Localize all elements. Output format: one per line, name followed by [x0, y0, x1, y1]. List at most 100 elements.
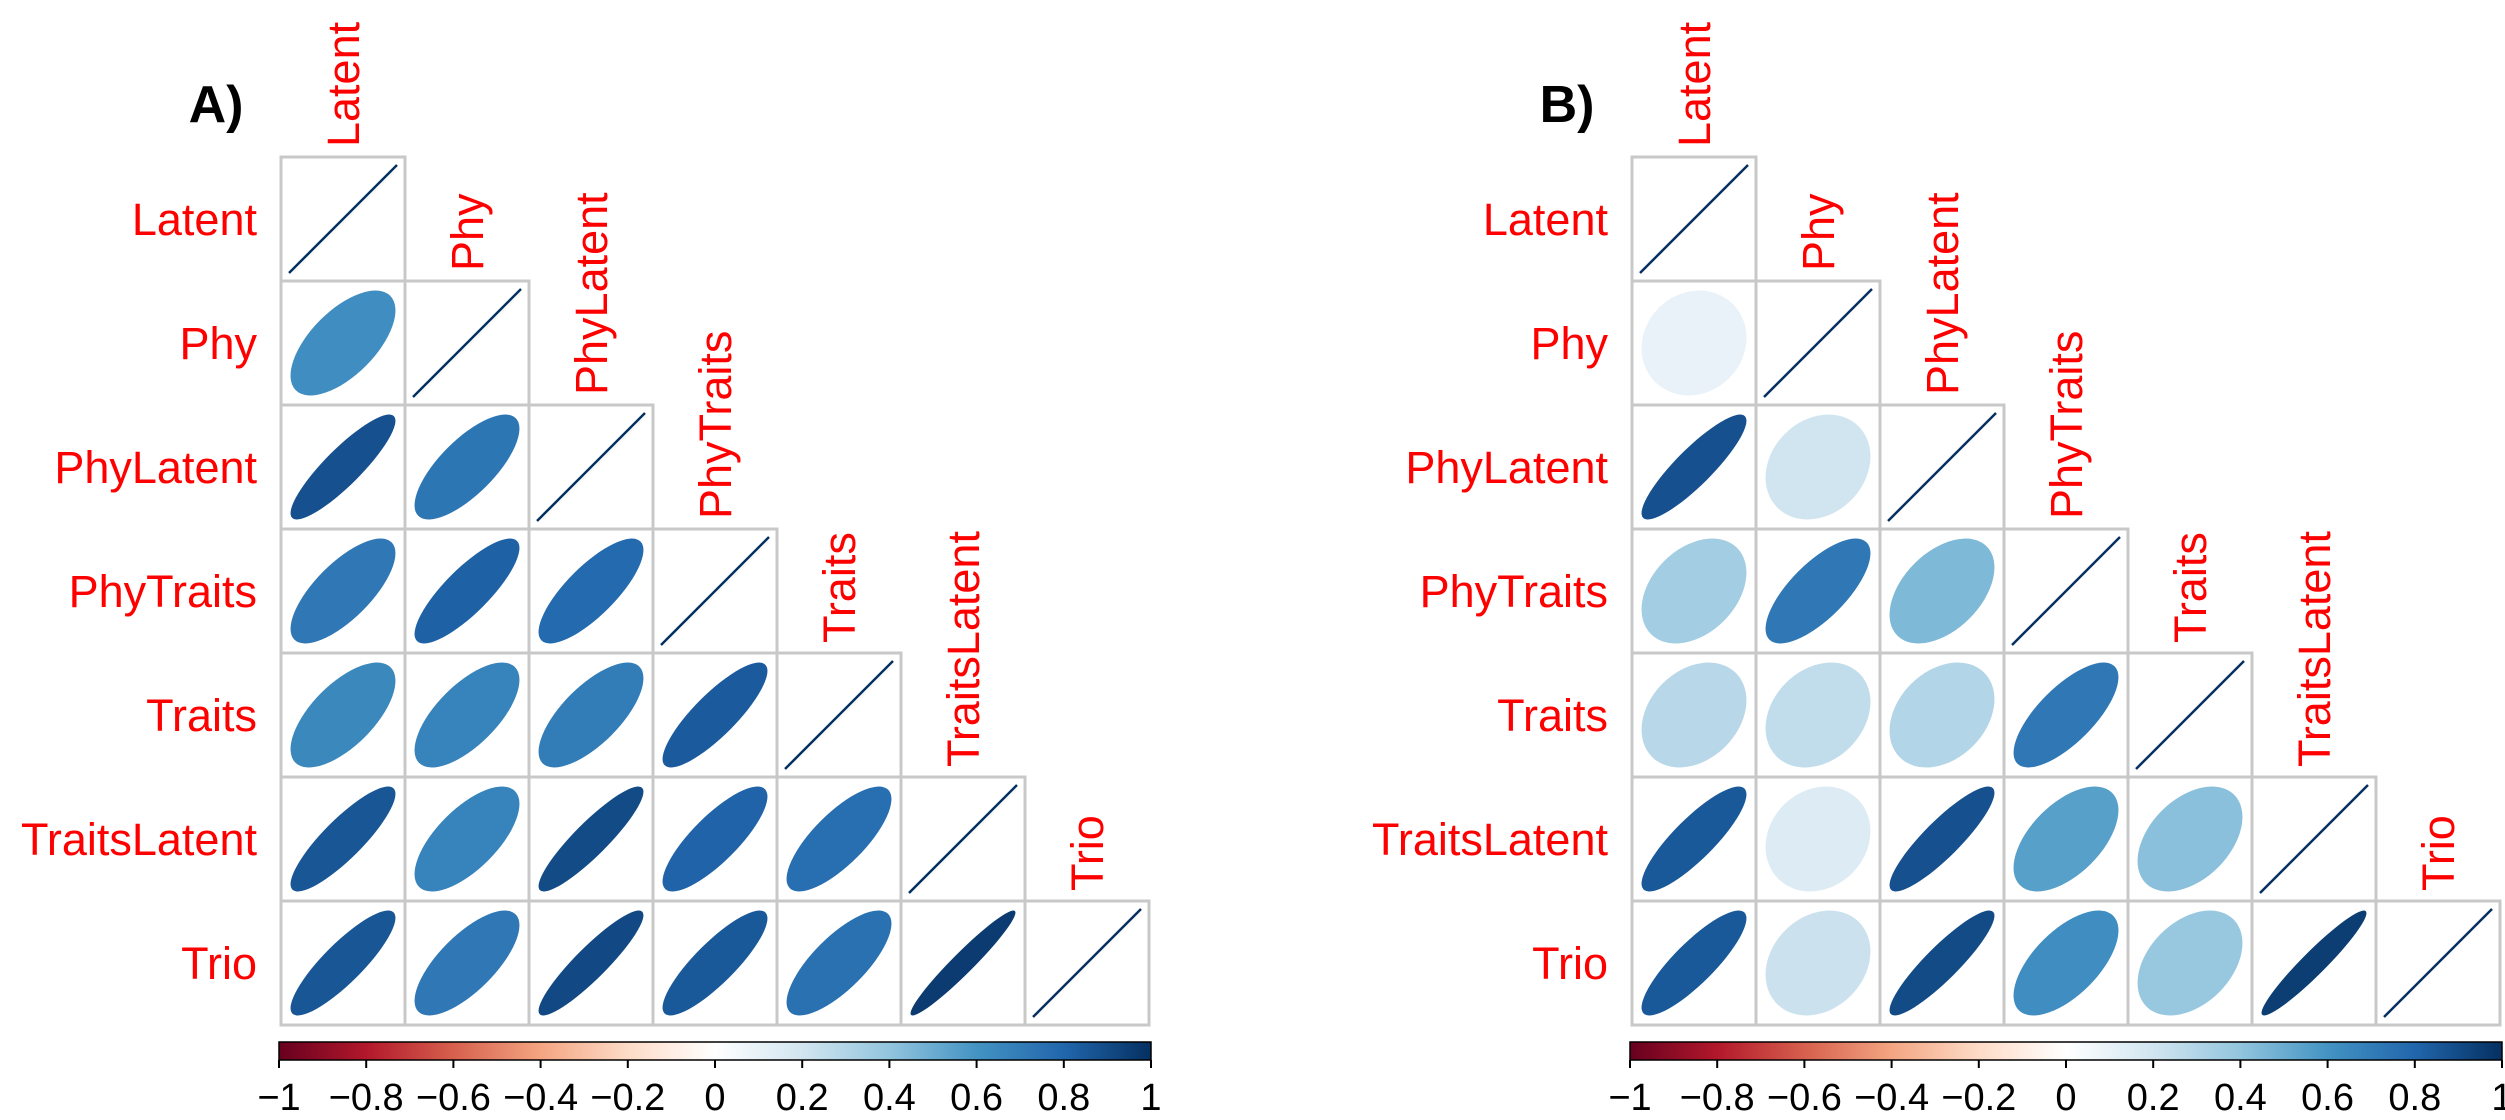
- correlation-ellipse: [1765, 786, 1871, 892]
- cell-traits-phytraits: [651, 651, 779, 779]
- cell-traitslatent-phy: [403, 775, 531, 903]
- cell-phy-latent: [279, 279, 407, 407]
- correlation-ellipse: [1641, 786, 1747, 892]
- correlation-ellipse: [290, 786, 396, 892]
- panel-label: A): [189, 76, 244, 134]
- cell-traitslatent-traitslatent: [2250, 775, 2378, 903]
- cell-trio-trio: [2374, 899, 2502, 1027]
- diagonal-line: [660, 536, 770, 646]
- cell-traits-traits: [2126, 651, 2254, 779]
- cell-traitslatent-latent: [279, 775, 407, 903]
- correlation-ellipse: [1889, 786, 1995, 892]
- diagonal-line: [1639, 164, 1749, 274]
- column-label-phy: Phy: [442, 193, 493, 271]
- cell-traits-latent: [279, 651, 407, 779]
- correlation-ellipse: [1765, 414, 1871, 520]
- correlation-ellipse: [1889, 662, 1995, 768]
- row-label-traitslatent: TraitsLatent: [1372, 814, 1608, 865]
- colorbar-tick-label: −1: [257, 1077, 300, 1119]
- diagonal-line: [2383, 908, 2493, 1018]
- colorbar-tick-label: 0.4: [863, 1077, 916, 1119]
- cell-traitslatent-traits: [2126, 775, 2254, 903]
- correlation-ellipse: [538, 786, 644, 892]
- cell-phytraits-latent: [279, 527, 407, 655]
- colorbar-tick-label: −0.6: [416, 1077, 491, 1119]
- correlation-ellipse: [290, 910, 396, 1016]
- row-label-trio: Trio: [1532, 938, 1608, 989]
- cell-latent-latent: [279, 155, 407, 283]
- column-label-phytraits: PhyTraits: [2041, 331, 2092, 519]
- correlation-ellipse: [290, 414, 396, 520]
- column-label-phylatent: PhyLatent: [566, 192, 617, 395]
- colorbar-tick-label: 0: [2055, 1077, 2076, 1119]
- correlation-ellipse: [1765, 910, 1871, 1016]
- correlation-ellipse: [662, 786, 768, 892]
- column-label-trio: Trio: [2413, 815, 2464, 891]
- column-label-traits: Traits: [814, 532, 865, 643]
- column-label-trio: Trio: [1062, 815, 1113, 891]
- row-label-phylatent: PhyLatent: [54, 442, 257, 493]
- colorbar-tick-label: 0.8: [2388, 1077, 2441, 1119]
- cell-traits-latent: [1630, 651, 1758, 779]
- cell-traits-phylatent: [1878, 651, 2006, 779]
- row-label-latent: Latent: [132, 194, 258, 245]
- colorbar-tick-label: 1: [2491, 1077, 2505, 1119]
- column-label-traitslatent: TraitsLatent: [2289, 531, 2340, 767]
- correlation-ellipse: [1641, 290, 1747, 396]
- cell-traits-phy: [1754, 651, 1882, 779]
- cell-trio-phylatent: [1878, 899, 2006, 1027]
- cell-trio-traits: [775, 899, 903, 1027]
- correlation-ellipse: [2013, 786, 2119, 892]
- row-label-trio: Trio: [181, 938, 257, 989]
- diagonal-line: [2135, 660, 2245, 770]
- correlation-ellipse: [1889, 538, 1995, 644]
- correlation-ellipse: [1889, 910, 1995, 1016]
- cell-trio-phytraits: [651, 899, 779, 1027]
- cell-trio-phylatent: [527, 899, 655, 1027]
- colorbar-tick-label: −0.4: [503, 1077, 578, 1119]
- colorbar-tick-label: 0.6: [950, 1077, 1003, 1119]
- cell-phylatent-latent: [1630, 403, 1758, 531]
- correlation-ellipse: [414, 538, 520, 644]
- correlation-ellipse: [662, 662, 768, 768]
- colorbar-tick-label: 0: [704, 1077, 725, 1119]
- column-label-latent: Latent: [1669, 21, 1720, 147]
- diagonal-line: [2259, 784, 2369, 894]
- diagonal-line: [2011, 536, 2121, 646]
- row-label-traits: Traits: [146, 690, 257, 741]
- cell-phy-phy: [403, 279, 531, 407]
- colorbar-gradient: [278, 1041, 1152, 1061]
- correlation-ellipse: [1765, 538, 1871, 644]
- correlation-ellipse: [290, 662, 396, 768]
- colorbar-tick-label: 0.4: [2214, 1077, 2267, 1119]
- diagonal-line: [536, 412, 646, 522]
- colorbar-gradient: [1629, 1041, 2503, 1061]
- diagonal-line: [908, 784, 1018, 894]
- diagonal-line: [1763, 288, 1873, 398]
- correlation-ellipse: [538, 538, 644, 644]
- correlation-ellipse: [414, 910, 520, 1016]
- cell-traits-phylatent: [527, 651, 655, 779]
- panel-b: B)LatentPhyPhyLatentPhyTraitsTraitsTrait…: [1372, 21, 2505, 1119]
- cell-traits-traits: [775, 651, 903, 779]
- cell-phy-latent: [1630, 279, 1758, 407]
- correlation-ellipse: [414, 662, 520, 768]
- colorbar-tick-label: −0.8: [1680, 1077, 1755, 1119]
- cell-trio-latent: [279, 899, 407, 1027]
- correlation-ellipse: [414, 414, 520, 520]
- cell-trio-traitslatent: [2250, 899, 2378, 1027]
- colorbar: −1 −0.8 −0.6 −0.4 −0.2 0 0.2 0.4 0.6 0.8 1: [257, 1041, 1162, 1119]
- cell-phytraits-phylatent: [1878, 527, 2006, 655]
- cell-phylatent-phy: [1754, 403, 1882, 531]
- colorbar-tick-label: −1: [1608, 1077, 1651, 1119]
- cell-trio-phy: [1754, 899, 1882, 1027]
- colorbar-tick-label: 0.2: [776, 1077, 829, 1119]
- cell-traits-phy: [403, 651, 531, 779]
- colorbar-tick-label: 0.6: [2301, 1077, 2354, 1119]
- diagonal-line: [288, 164, 398, 274]
- cell-traitslatent-traitslatent: [899, 775, 1027, 903]
- column-label-traitslatent: TraitsLatent: [938, 531, 989, 767]
- cell-phylatent-phylatent: [1878, 403, 2006, 531]
- cell-trio-phy: [403, 899, 531, 1027]
